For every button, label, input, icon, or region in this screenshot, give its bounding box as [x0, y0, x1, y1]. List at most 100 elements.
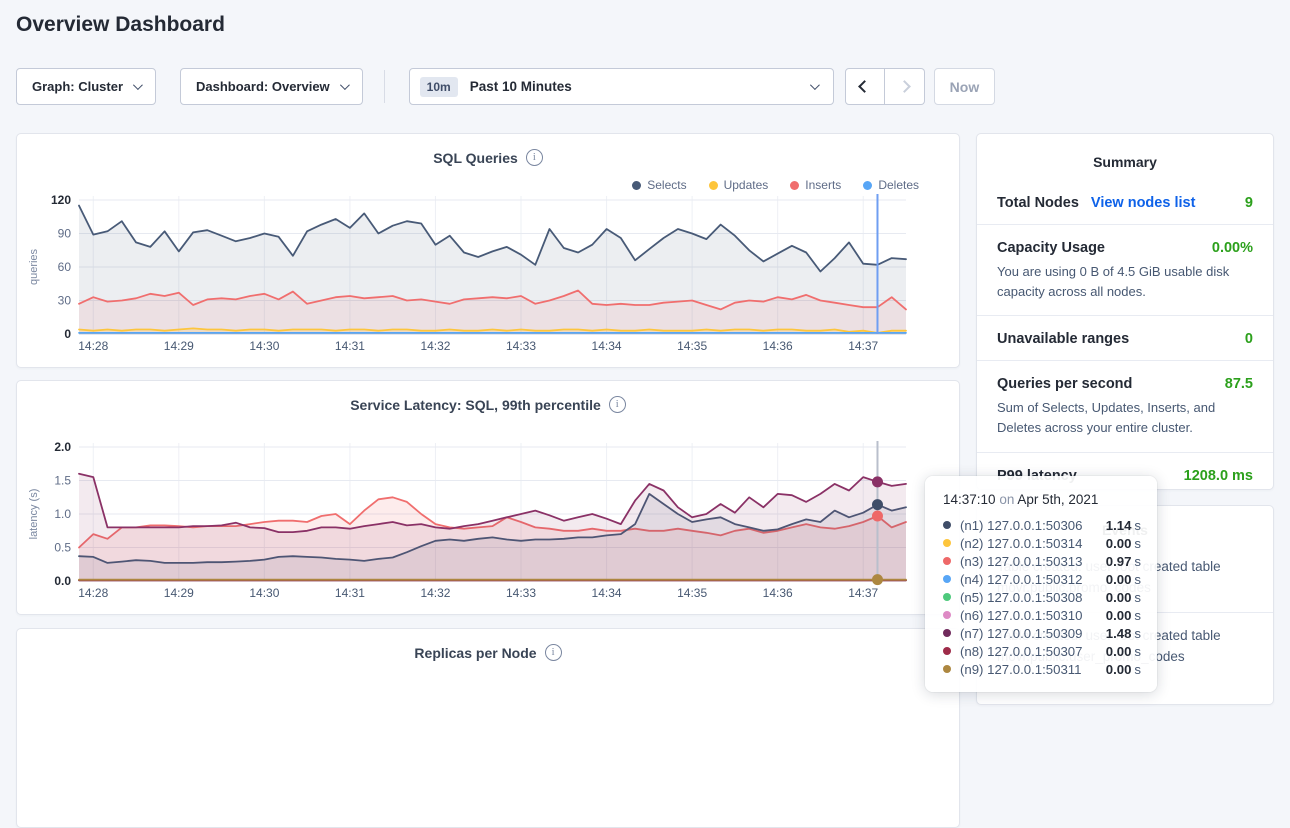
tooltip-node-unit: s [1134, 644, 1141, 659]
svg-text:14:33: 14:33 [506, 339, 536, 353]
tooltip-node-unit: s [1134, 554, 1141, 569]
series-color-dot [943, 665, 951, 673]
toolbar: Graph: Cluster Dashboard: Overview 10m P… [16, 68, 995, 105]
sql-queries-chart[interactable]: 14:2814:2914:3014:3114:3214:3314:3414:35… [25, 190, 953, 362]
chevron-down-icon [133, 80, 143, 90]
legend-color-dot [863, 181, 872, 190]
chart-title: Replicas per Node [414, 645, 536, 661]
tooltip-node-unit: s [1134, 536, 1141, 551]
tooltip-node-value: 0.00 [1106, 662, 1132, 677]
tooltip-node-unit: s [1134, 662, 1141, 677]
tooltip-node-value: 0.00 [1106, 644, 1132, 659]
graph-dropdown[interactable]: Graph: Cluster [16, 68, 156, 105]
svg-text:14:36: 14:36 [763, 586, 793, 600]
view-nodes-list-link[interactable]: View nodes list [1091, 195, 1196, 211]
time-range-label: Past 10 Minutes [470, 79, 810, 94]
svg-text:14:28: 14:28 [78, 339, 108, 353]
series-color-dot [943, 647, 951, 655]
summary-row-label: Queries per second [997, 376, 1132, 392]
svg-text:14:29: 14:29 [164, 339, 194, 353]
summary-row-value: 9 [1245, 195, 1253, 211]
tooltip-node-row: (n9) 127.0.0.1:50311 0.00 s [943, 660, 1141, 678]
svg-text:queries: queries [28, 248, 40, 285]
summary-row-value: 0 [1245, 331, 1253, 347]
svg-text:14:31: 14:31 [335, 586, 365, 600]
time-range-selector[interactable]: 10m Past 10 Minutes [409, 68, 834, 105]
svg-text:14:35: 14:35 [677, 339, 707, 353]
now-button[interactable]: Now [934, 68, 996, 105]
summary-title: Summary [977, 134, 1273, 170]
tooltip-node-unit: s [1134, 626, 1141, 641]
tooltip-node-value: 1.14 [1106, 518, 1132, 533]
svg-text:1.0: 1.0 [54, 507, 71, 521]
service-latency-chart[interactable]: 14:2814:2914:3014:3114:3214:3314:3414:35… [25, 437, 953, 609]
time-range-badge: 10m [420, 77, 458, 97]
tooltip-node-unit: s [1134, 590, 1141, 605]
tooltip-node-label: (n8) 127.0.0.1:50307 [960, 644, 1082, 659]
tooltip-node-row: (n8) 127.0.0.1:50307 0.00 s [943, 642, 1141, 660]
info-icon[interactable]: i [545, 644, 562, 661]
svg-text:14:30: 14:30 [249, 586, 279, 600]
svg-text:90: 90 [58, 227, 72, 241]
tooltip-node-unit: s [1134, 608, 1141, 623]
summary-row-label: Capacity Usage [997, 240, 1105, 256]
info-icon[interactable]: i [609, 396, 626, 413]
svg-text:latency (s): latency (s) [28, 489, 40, 540]
svg-text:14:28: 14:28 [78, 586, 108, 600]
summary-row-value: 1208.0 ms [1184, 468, 1253, 484]
svg-text:14:31: 14:31 [335, 339, 365, 353]
replicas-per-node-card: Replicas per Node i [16, 628, 960, 828]
svg-text:0.0: 0.0 [54, 574, 71, 588]
chart-title: SQL Queries [433, 150, 518, 166]
svg-text:2.0: 2.0 [54, 440, 71, 454]
svg-text:14:36: 14:36 [763, 339, 793, 353]
summary-row: Queries per second 87.5 Sum of Selects, … [977, 361, 1273, 452]
page-title: Overview Dashboard [16, 13, 225, 37]
svg-text:14:34: 14:34 [592, 586, 622, 600]
tooltip-node-value: 0.00 [1106, 572, 1132, 587]
legend-color-dot [790, 181, 799, 190]
tooltip-node-value: 0.00 [1106, 608, 1132, 623]
chevron-down-icon [340, 80, 350, 90]
summary-row: Total Nodes View nodes list 9 [977, 180, 1273, 225]
summary-row: Unavailable ranges 0 [977, 316, 1273, 361]
legend-color-dot [632, 181, 641, 190]
series-color-dot [943, 629, 951, 637]
svg-text:14:37: 14:37 [848, 339, 878, 353]
chevron-down-icon [810, 80, 820, 90]
tooltip-node-label: (n2) 127.0.0.1:50314 [960, 536, 1082, 551]
info-icon[interactable]: i [526, 149, 543, 166]
series-color-dot [943, 593, 951, 601]
summary-row-label: Unavailable ranges [997, 331, 1129, 347]
summary-row-description: Sum of Selects, Updates, Inserts, and De… [997, 398, 1253, 438]
summary-panel: Summary Total Nodes View nodes list 9 Ca… [976, 133, 1274, 490]
tooltip-node-row: (n2) 127.0.0.1:50314 0.00 s [943, 534, 1141, 552]
chevron-left-icon [858, 80, 871, 93]
tooltip-node-value: 1.48 [1106, 626, 1132, 641]
summary-row-description: You are using 0 B of 4.5 GiB usable disk… [997, 262, 1253, 302]
service-latency-card: Service Latency: SQL, 99th percentile i … [16, 380, 960, 615]
summary-rows: Total Nodes View nodes list 9 Capacity U… [977, 180, 1273, 497]
tooltip-node-unit: s [1134, 572, 1141, 587]
tooltip-node-label: (n5) 127.0.0.1:50308 [960, 590, 1082, 605]
svg-text:0: 0 [64, 327, 71, 341]
svg-text:14:34: 14:34 [592, 339, 622, 353]
time-next-button[interactable] [885, 68, 925, 105]
svg-text:14:29: 14:29 [164, 586, 194, 600]
svg-text:30: 30 [58, 294, 72, 308]
dashboard-dropdown[interactable]: Dashboard: Overview [180, 68, 363, 105]
svg-text:0.5: 0.5 [54, 541, 71, 555]
tooltip-timestamp: 14:37:10 on Apr 5th, 2021 [943, 492, 1141, 507]
series-color-dot [943, 557, 951, 565]
tooltip-node-value: 0.00 [1106, 536, 1132, 551]
summary-row-value: 0.00% [1212, 240, 1253, 256]
tooltip-node-row: (n5) 127.0.0.1:50308 0.00 s [943, 588, 1141, 606]
time-prev-button[interactable] [845, 68, 885, 105]
summary-row-label: Total Nodes [997, 195, 1079, 211]
svg-text:14:30: 14:30 [249, 339, 279, 353]
tooltip-node-label: (n4) 127.0.0.1:50312 [960, 572, 1082, 587]
svg-text:120: 120 [51, 193, 71, 207]
tooltip-rows: (n1) 127.0.0.1:50306 1.14 s (n2) 127.0.0… [943, 516, 1141, 678]
summary-row-value: 87.5 [1225, 376, 1253, 392]
tooltip-node-value: 0.00 [1106, 590, 1132, 605]
